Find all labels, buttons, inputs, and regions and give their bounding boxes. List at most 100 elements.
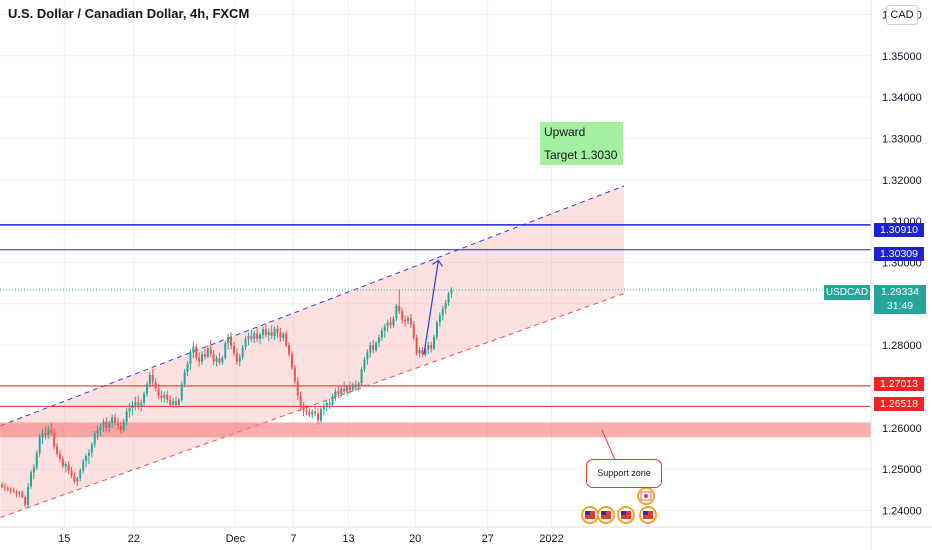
candle-body-56 <box>163 394 166 399</box>
candle-body-57 <box>166 394 169 400</box>
candle-body-155 <box>450 290 453 294</box>
candle-body-33 <box>96 429 99 434</box>
candle-body-128 <box>372 345 375 351</box>
currency-button[interactable]: CAD <box>886 5 918 25</box>
candle-body-92 <box>267 331 270 335</box>
candle-body-153 <box>444 302 447 309</box>
y-tick-label-4: 1.32000 <box>882 175 922 187</box>
candle-body-44 <box>128 407 131 412</box>
candle-body-94 <box>273 328 276 337</box>
candle-body-38 <box>111 417 114 423</box>
candle-body-0 <box>0 484 3 488</box>
candle-body-74 <box>215 358 218 362</box>
candle-body-123 <box>357 383 360 388</box>
candle-body-142 <box>412 324 415 338</box>
candle-body-65 <box>189 352 192 364</box>
candle-body-126 <box>366 352 369 360</box>
candle-body-11 <box>32 467 35 473</box>
candle-body-28 <box>82 460 85 471</box>
candle-body-7 <box>21 492 24 498</box>
candle-body-84 <box>244 338 247 348</box>
candle-body-144 <box>418 350 421 354</box>
candle-body-146 <box>424 349 427 355</box>
candle-body-8 <box>24 497 27 506</box>
candle-body-119 <box>346 386 349 392</box>
us-flag-icon-1-canton <box>585 511 590 515</box>
horizontal-levels <box>0 224 871 407</box>
candle-body-104 <box>302 407 305 411</box>
candle-body-69 <box>201 354 204 362</box>
support-zone-label[interactable]: Support zone <box>586 459 662 488</box>
candle-body-45 <box>131 405 134 408</box>
canada-flag-icon[interactable] <box>637 487 655 505</box>
candle-body-78 <box>227 336 230 344</box>
candle-body-51 <box>148 374 151 385</box>
chart-title: U.S. Dollar / Canadian Dollar, 4h, FXCM <box>8 6 250 21</box>
candle-body-18 <box>53 433 56 447</box>
candle-body-70 <box>203 354 206 357</box>
candle-body-54 <box>157 388 160 396</box>
us-flag-icon-4[interactable] <box>639 506 657 524</box>
candle-body-93 <box>270 331 273 337</box>
candle-body-41 <box>119 425 122 430</box>
candle-body-101 <box>293 367 296 382</box>
candle-body-113 <box>328 403 331 405</box>
candle-body-42 <box>122 421 125 430</box>
candle-body-90 <box>261 329 264 335</box>
event-icons[interactable] <box>581 487 657 524</box>
candle-body-60 <box>174 400 177 406</box>
candlesticks <box>0 287 453 509</box>
candle-body-133 <box>386 322 389 327</box>
candle-body-4 <box>12 490 15 492</box>
x-tick-label-3: 7 <box>290 533 296 545</box>
candle-body-99 <box>288 345 291 355</box>
candle-body-138 <box>401 311 404 320</box>
candle-body-80 <box>232 345 235 354</box>
candle-body-43 <box>125 411 128 422</box>
candle-body-66 <box>192 346 195 353</box>
candle-body-98 <box>285 333 288 346</box>
candle-body-87 <box>253 333 256 339</box>
candle-body-73 <box>212 354 215 362</box>
candle-body-112 <box>325 403 328 407</box>
candle-body-116 <box>337 391 340 394</box>
y-tick-label-3: 1.33000 <box>882 133 922 145</box>
candle-body-14 <box>41 432 44 438</box>
x-tick-label-5: 20 <box>409 533 421 545</box>
candle-body-12 <box>35 453 38 468</box>
candle-body-115 <box>334 391 337 397</box>
candle-body-81 <box>235 353 238 362</box>
x-tick-label-7: 2022 <box>539 533 563 545</box>
candle-body-40 <box>116 422 119 426</box>
us-flag-icon-1[interactable] <box>581 506 599 524</box>
candle-body-105 <box>305 410 308 413</box>
candle-body-52 <box>151 374 154 383</box>
candle-body-129 <box>375 343 378 351</box>
candle-body-21 <box>61 458 64 467</box>
candle-body-82 <box>238 356 241 362</box>
x-tick-label-2: Dec <box>226 533 246 545</box>
candle-body-26 <box>76 478 79 482</box>
candle-body-91 <box>264 329 267 335</box>
candle-body-140 <box>406 317 409 322</box>
candle-body-35 <box>102 421 105 427</box>
candle-body-63 <box>183 372 186 385</box>
candle-body-67 <box>195 346 198 358</box>
candle-body-34 <box>99 426 102 430</box>
candle-body-151 <box>438 315 441 323</box>
target-annotation[interactable]: Upward Target 1.3030 <box>540 122 623 165</box>
candle-body-53 <box>154 382 157 389</box>
channel-lower-line <box>0 292 625 518</box>
candle-body-120 <box>348 386 351 390</box>
candle-body-29 <box>85 455 88 461</box>
candle-body-154 <box>447 293 450 303</box>
us-flag-icon-3[interactable] <box>617 506 635 524</box>
candle-body-5 <box>15 491 18 494</box>
candle-body-125 <box>363 359 366 370</box>
candle-body-134 <box>389 322 392 326</box>
us-flag-icon-2[interactable] <box>597 506 615 524</box>
us-flag-icon-2-canton <box>601 511 606 515</box>
candle-body-10 <box>29 472 32 487</box>
